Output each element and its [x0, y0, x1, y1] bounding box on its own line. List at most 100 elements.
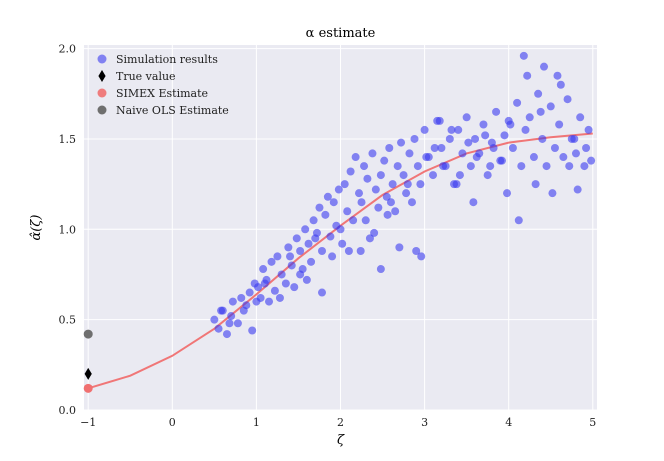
simulation-point [525, 113, 534, 122]
simulation-point [385, 143, 394, 152]
simulation-point [270, 286, 279, 295]
y-tick-labels: 0.0 0.5 1.0 1.5 2.0 [59, 43, 77, 417]
simulation-point [548, 189, 557, 198]
simulation-point [429, 171, 438, 180]
simulation-point [275, 293, 284, 302]
simulation-point [553, 71, 562, 80]
simulation-point [397, 138, 406, 147]
simulation-point [227, 312, 236, 321]
simulation-point [454, 125, 463, 134]
y-tick-label: 1.0 [59, 223, 77, 236]
simulation-point [402, 189, 411, 198]
simulation-point [563, 95, 572, 104]
simulation-point [582, 143, 591, 152]
simulation-point [393, 162, 402, 171]
simulation-point [382, 192, 391, 201]
simulation-point [492, 107, 501, 116]
simulation-point [281, 279, 290, 288]
simulation-point [437, 143, 446, 152]
simulation-point [413, 162, 422, 171]
simulation-point [486, 162, 495, 171]
legend-label: SIMEX Estimate [116, 87, 208, 100]
simulation-point [391, 207, 400, 216]
simulation-point [506, 120, 515, 129]
simulation-point [464, 138, 473, 147]
simulation-point [321, 210, 330, 219]
simulation-point [388, 180, 397, 189]
simulation-point [517, 162, 526, 171]
simulation-point [346, 167, 355, 176]
simulation-point [344, 246, 353, 255]
simulation-point [412, 246, 421, 255]
legend-marker [97, 54, 107, 64]
simulation-point [267, 257, 276, 266]
simulation-point [355, 189, 364, 198]
simulation-point [363, 174, 372, 183]
simulation-point [445, 134, 454, 143]
simulation-point [455, 171, 464, 180]
simulation-point [277, 270, 286, 279]
legend-entry-simex: SIMEX Estimate [97, 87, 208, 100]
simulation-point [462, 113, 471, 122]
simulation-point [248, 326, 257, 335]
simulation-point [430, 143, 439, 152]
simulation-points [210, 51, 596, 339]
simulation-point [370, 228, 379, 237]
legend-marker [97, 105, 107, 115]
simulation-point [273, 252, 282, 261]
simulation-point [343, 207, 352, 216]
simulation-point [481, 131, 490, 140]
simulation-point [217, 306, 226, 315]
simulation-point [479, 120, 488, 129]
simulation-point [536, 107, 545, 116]
simulation-point [286, 252, 295, 261]
y-tick-label: 0.5 [59, 314, 77, 327]
legend-entry-naive: Naive OLS Estimate [97, 104, 229, 117]
simulation-point [317, 288, 326, 297]
simulation-point [570, 134, 579, 143]
simulation-point [573, 185, 582, 194]
simulation-point [395, 243, 404, 252]
simulation-point [254, 283, 263, 292]
legend-entry-true-value: True value [98, 70, 176, 83]
simulation-point [317, 246, 326, 255]
x-tick-label: −1 [80, 416, 96, 429]
legend: Simulation results True value SIMEX Estima… [97, 53, 229, 117]
y-tick-label: 2.0 [59, 43, 77, 56]
simulation-point [237, 293, 246, 302]
simulation-point [416, 180, 425, 189]
simulation-point [447, 125, 456, 134]
simulation-point [531, 180, 540, 189]
simulation-point [302, 275, 311, 284]
simulation-point [329, 198, 338, 207]
x-tick-labels: −1 0 1 2 3 4 5 [80, 416, 596, 429]
x-tick-label: 2 [337, 416, 344, 429]
simulation-point [368, 149, 377, 158]
simulation-point [296, 270, 305, 279]
simulation-point [349, 216, 358, 225]
simulation-point [228, 297, 237, 306]
simulation-point [471, 134, 480, 143]
simulation-point [469, 198, 478, 207]
legend-label: Naive OLS Estimate [116, 104, 229, 117]
simulation-point [571, 149, 580, 158]
simulation-point [239, 306, 248, 315]
simulation-point [542, 162, 551, 171]
legend-label: True value [116, 70, 176, 83]
simulation-point [550, 143, 559, 152]
chart-title: α estimate [306, 26, 376, 41]
simulation-point [374, 203, 383, 212]
simulation-point [559, 153, 568, 162]
simulation-point [233, 319, 242, 328]
simulation-point [584, 125, 593, 134]
simulation-point [587, 156, 596, 165]
simulation-point [357, 198, 366, 207]
simulation-point [210, 315, 219, 324]
x-tick-label: 4 [505, 416, 512, 429]
true-value-point [84, 367, 92, 380]
simulation-point [540, 62, 549, 71]
simulation-point [422, 153, 431, 162]
simulation-point [296, 246, 305, 255]
simulation-point [252, 297, 261, 306]
